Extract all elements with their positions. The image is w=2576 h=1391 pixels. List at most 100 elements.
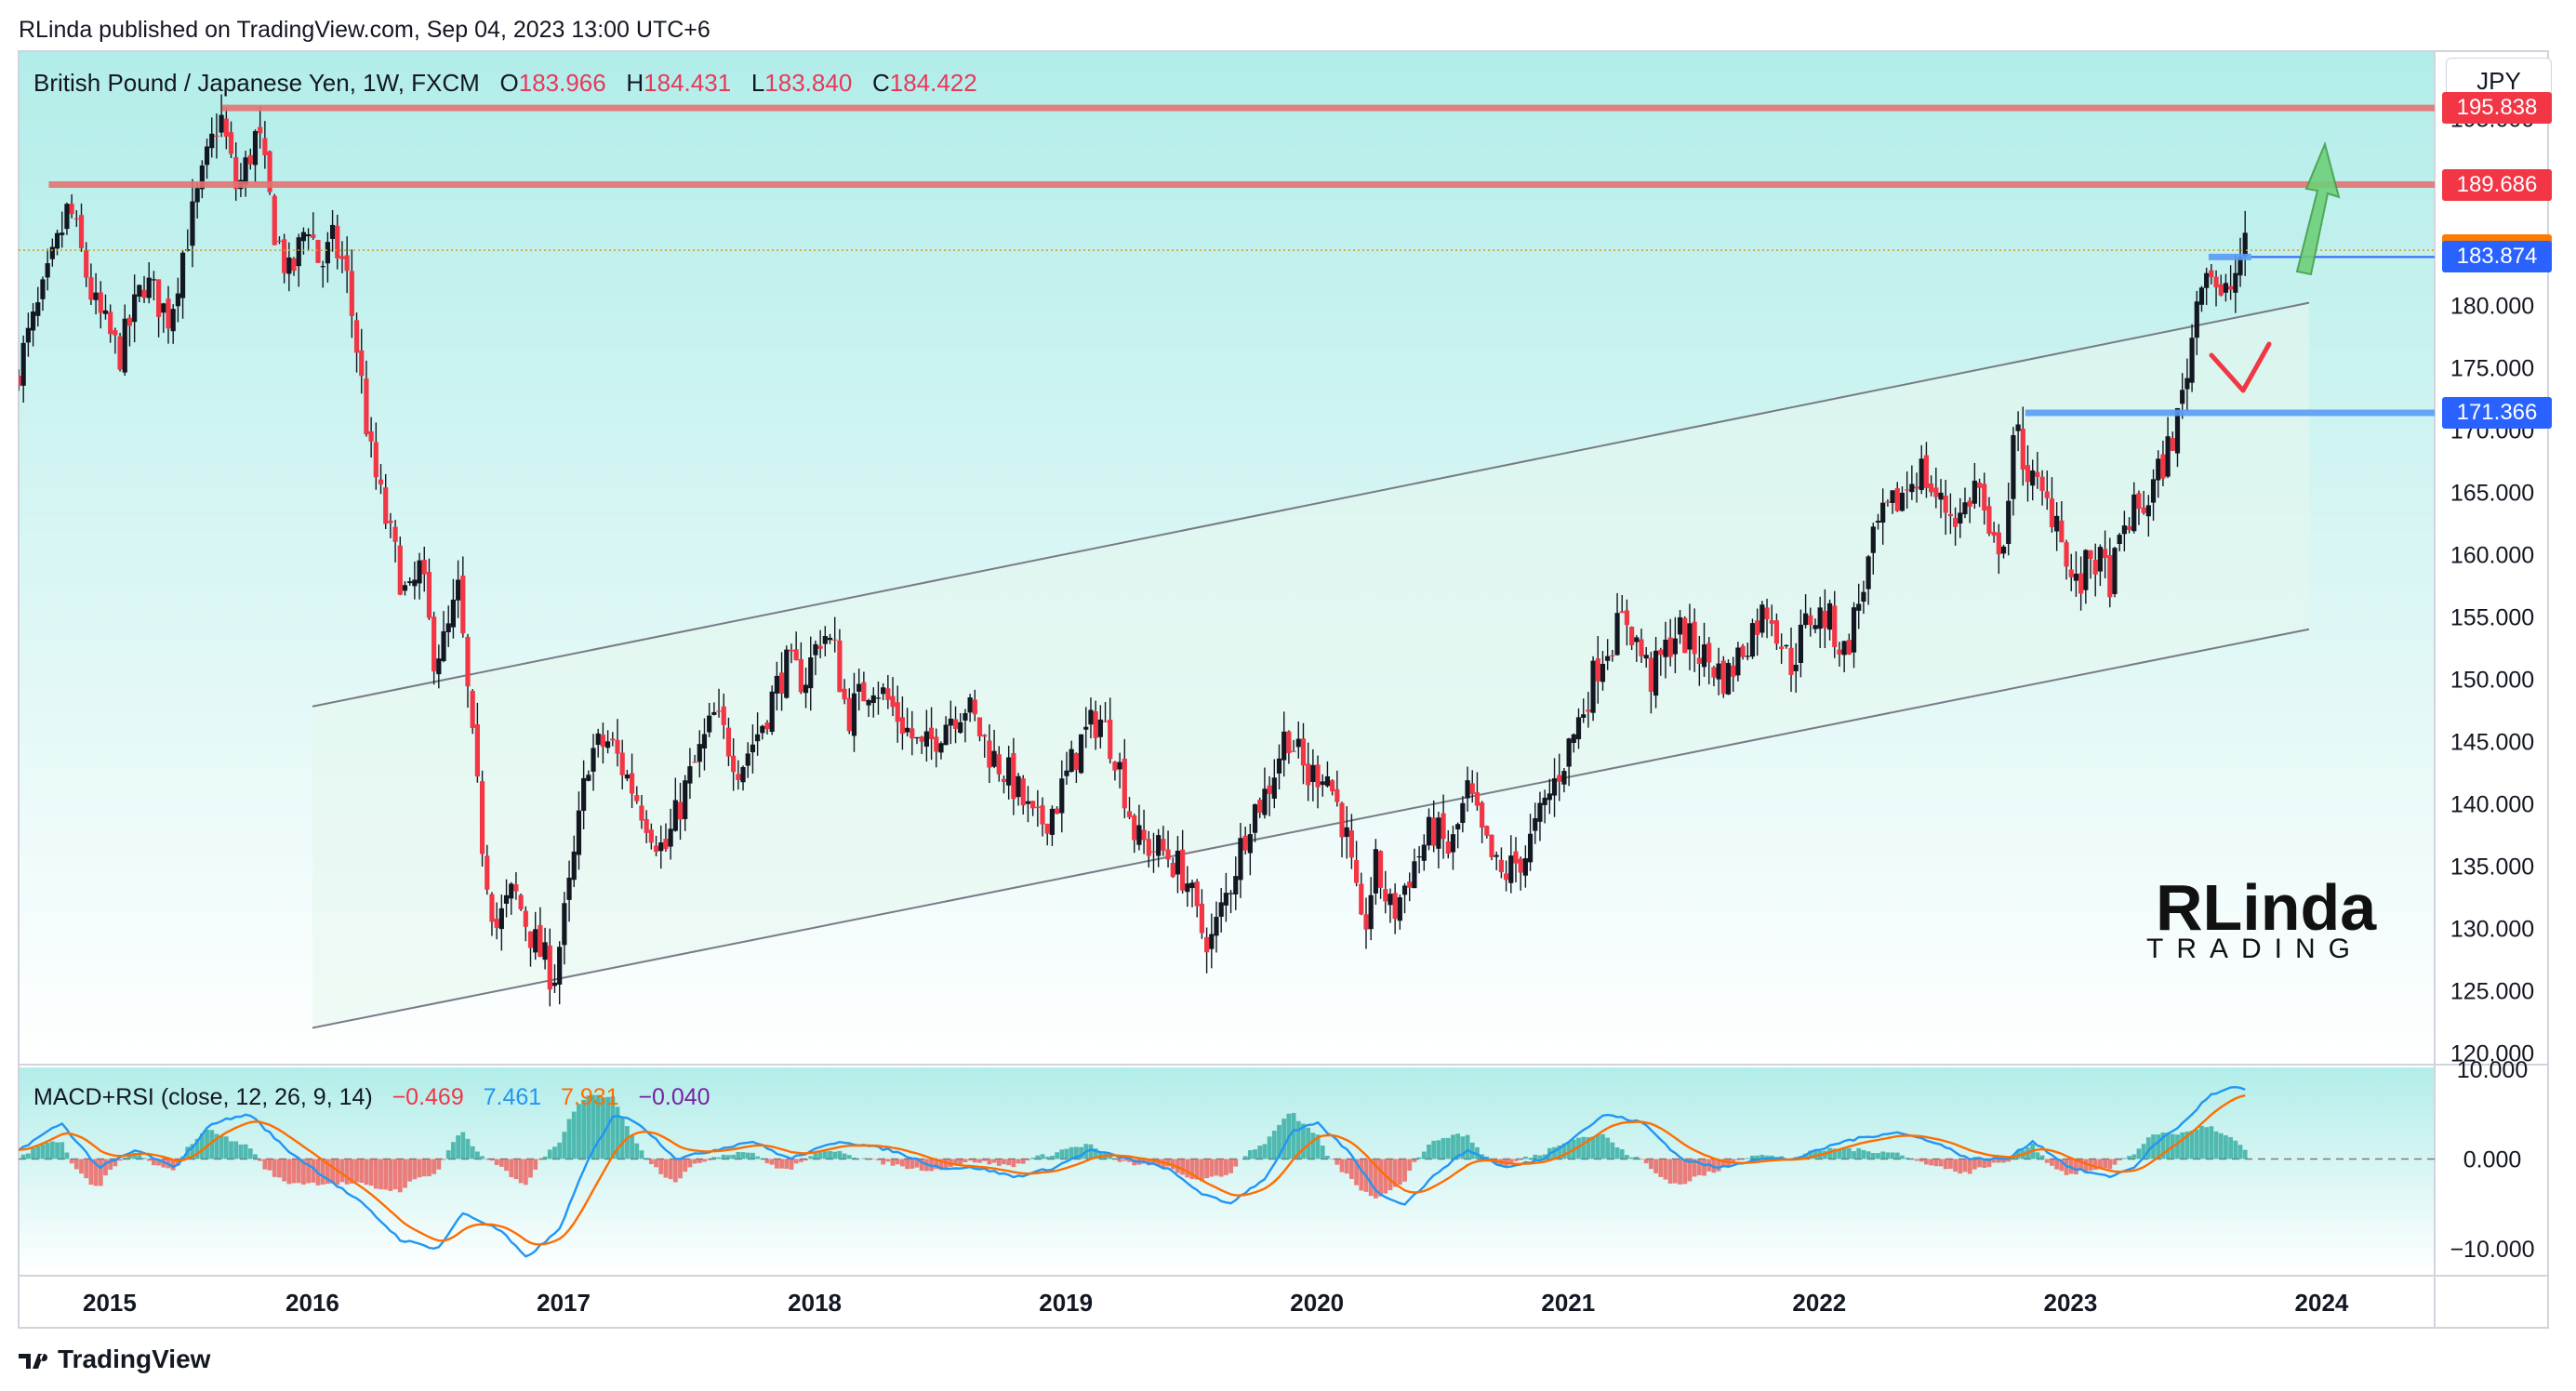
candle-body (1320, 781, 1325, 786)
candle-body (2228, 285, 2234, 290)
candle-body (1450, 834, 1456, 853)
macd-histogram-bar (547, 1149, 552, 1159)
price-tick-label: 120.000 (2450, 1040, 2534, 1066)
candle-body (397, 545, 403, 595)
chart-frame (18, 50, 2549, 1329)
candle-body (769, 691, 775, 733)
macd-histogram-bar (1200, 1159, 1204, 1182)
candle-body (1377, 851, 1384, 888)
candle-body (1489, 834, 1494, 857)
candle-body (1866, 556, 1871, 590)
macd-histogram-bar (1576, 1137, 1581, 1159)
candle-body (117, 336, 123, 370)
macd-histogram-bar (755, 1156, 761, 1159)
candle-body (359, 350, 365, 377)
macd-histogram-bar (2035, 1152, 2040, 1159)
candle-body (335, 225, 340, 258)
candle-body (1914, 486, 1919, 489)
candle-body (1247, 834, 1253, 854)
candle-body (69, 204, 74, 215)
macd-name[interactable]: MACD+RSI (close, 12, 26, 9, 14) (33, 1084, 373, 1110)
candle-body (1064, 770, 1069, 776)
candle-body (842, 688, 847, 700)
candle-body (793, 649, 799, 661)
candle-body (368, 431, 374, 442)
candle-body (808, 657, 814, 689)
macd-histogram-bar (663, 1159, 669, 1178)
rsi-value: −0.040 (638, 1084, 710, 1110)
macd-histogram-bar (1040, 1154, 1045, 1159)
macd-histogram-bar (1542, 1154, 1547, 1159)
candle-body (1354, 860, 1360, 883)
candle-body (49, 246, 55, 259)
macd-histogram-bar (243, 1144, 248, 1159)
macd-histogram-bar (1030, 1158, 1036, 1159)
price-tick-label: 125.000 (2450, 978, 2534, 1004)
candle-body (1711, 667, 1717, 678)
macd-histogram-bar (1339, 1159, 1345, 1172)
macd-histogram-bar (1271, 1131, 1277, 1159)
correction-checkmark (2209, 341, 2272, 393)
macd-histogram-bar (1218, 1159, 1224, 1177)
macd-histogram-bar (967, 1159, 973, 1161)
macd-histogram-bar (1958, 1159, 1963, 1174)
candle-body (1586, 709, 1591, 712)
candle-body (1996, 532, 2001, 555)
candle-body (1909, 484, 1915, 493)
candle-body (1972, 480, 1977, 504)
macd-histogram-bar (1469, 1142, 1475, 1159)
macd-histogram-bar (562, 1132, 567, 1159)
macd-histogram-bar (1841, 1147, 1847, 1159)
macd-histogram-bar (2074, 1159, 2078, 1175)
candle-body (291, 258, 297, 272)
candle-body (1185, 883, 1190, 893)
candle-body (750, 744, 756, 753)
candle-body (731, 755, 737, 773)
candle-body (344, 255, 350, 272)
candle-body (1257, 800, 1263, 814)
candle-body (1600, 663, 1606, 682)
macd-histogram-bar (1108, 1156, 1113, 1159)
candle-body (102, 310, 109, 314)
candle-body (1962, 502, 1968, 515)
macd-histogram-bar (890, 1159, 896, 1166)
candle-body (1508, 855, 1514, 883)
macd-histogram-bar (2233, 1140, 2238, 1159)
candle-body (513, 884, 519, 892)
macd-histogram-bar (1566, 1142, 1572, 1159)
macd-histogram-bar (634, 1143, 640, 1159)
candle-body (1059, 778, 1065, 814)
macd-histogram-bar (233, 1141, 239, 1159)
candle-body (2078, 573, 2084, 594)
macd-histogram-bar (2184, 1131, 2190, 1159)
macd-histogram-bar (1643, 1159, 1649, 1164)
macd-histogram-bar (509, 1159, 514, 1177)
macd-histogram-bar (1876, 1153, 1880, 1159)
macd-histogram-bar (1214, 1159, 1219, 1176)
macd-histogram-bar (88, 1159, 94, 1186)
macd-histogram-bar (1852, 1151, 1856, 1159)
macd-histogram-bar (368, 1159, 374, 1186)
macd-histogram-bar (1614, 1147, 1620, 1159)
candle-body (1832, 605, 1838, 647)
macd-histogram-bar (552, 1146, 557, 1159)
candle-body (1861, 591, 1866, 603)
macd-histogram-bar (2204, 1127, 2210, 1159)
macd-histogram-bar (1552, 1146, 1557, 1159)
candle-body (1735, 647, 1741, 676)
candle-body (1165, 849, 1171, 860)
macd-histogram-bar (813, 1153, 818, 1159)
candle-body (445, 623, 451, 632)
macd-histogram-bar (895, 1159, 900, 1165)
candle-body (1233, 876, 1239, 894)
candle-body (1740, 645, 1746, 657)
candle-body (1088, 709, 1094, 725)
candle-body (503, 894, 510, 904)
candle-body (952, 719, 959, 729)
candle-body (456, 579, 461, 601)
symbol-name[interactable]: British Pound / Japanese Yen, 1W, FXCM (33, 69, 480, 97)
candle-body (2209, 270, 2214, 278)
candle-body (25, 327, 31, 343)
macd-histogram-bar (1320, 1146, 1325, 1159)
candle-body (1016, 775, 1021, 798)
